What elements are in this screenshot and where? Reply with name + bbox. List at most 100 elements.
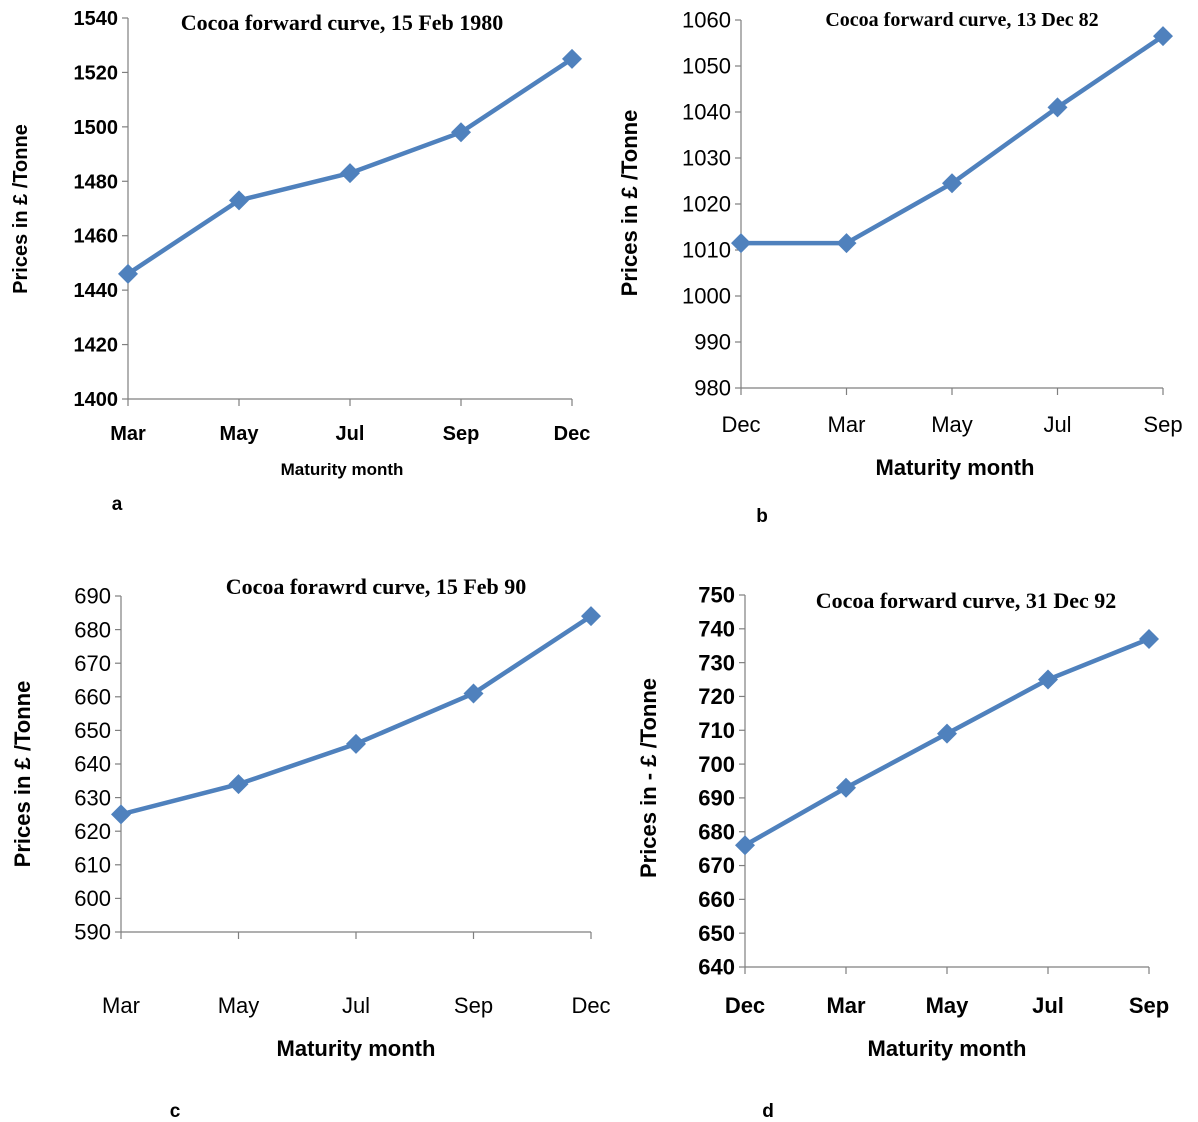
y-tick-label: 1400 — [74, 389, 119, 411]
x-tick-label: Sep — [1143, 412, 1182, 437]
data-point-marker — [463, 683, 484, 704]
y-tick-label: 980 — [694, 376, 731, 401]
data-point-marker — [1047, 97, 1068, 118]
chart-title: Cocoa forward curve, 13 Dec 82 — [825, 9, 1098, 31]
y-tick-label: 640 — [74, 752, 111, 777]
y-tick-label: 680 — [74, 617, 111, 642]
y-tick-label: 1040 — [682, 100, 731, 125]
x-axis-label: Maturity month — [876, 455, 1035, 480]
x-axis-label: Maturity month — [281, 460, 404, 479]
x-tick-label: Mar — [826, 993, 866, 1018]
data-point-marker — [562, 48, 582, 69]
y-tick-label: 1000 — [682, 284, 731, 309]
y-tick-label: 630 — [74, 785, 111, 810]
y-axis-label: Prices in £ /Tonne — [617, 110, 642, 297]
data-point-marker — [228, 774, 249, 795]
data-point-marker — [346, 733, 366, 754]
y-tick-label: 1050 — [682, 54, 731, 79]
panel-letter: d — [762, 1101, 774, 1122]
data-point-marker — [937, 723, 957, 744]
data-point-marker — [451, 122, 471, 143]
y-tick-label: 720 — [698, 684, 735, 709]
x-tick-label: Mar — [102, 993, 140, 1018]
series-line — [120, 614, 593, 817]
x-tick-label: Sep — [454, 993, 493, 1018]
y-tick-label: 1540 — [74, 8, 119, 30]
data-point-marker — [229, 190, 249, 211]
y-tick-label: 670 — [74, 651, 111, 676]
y-tick-label: 610 — [74, 853, 111, 878]
x-tick-label: Mar — [110, 423, 146, 445]
y-tick-label: 670 — [698, 853, 735, 878]
chart-panel-b: 980 990 1000 1010 1020 1030 1040 1050 1060 Dec Mar… — [617, 8, 1183, 527]
data-point-marker — [581, 606, 601, 627]
y-tick-label: 1520 — [74, 62, 119, 84]
panel-letter: b — [756, 506, 768, 527]
data-point-marker — [1038, 669, 1058, 690]
x-tick-label: Dec — [554, 423, 591, 445]
series-line — [741, 34, 1165, 246]
y-axis-label: Prices in - £ /Tonne — [636, 678, 661, 878]
data-point-marker — [735, 835, 755, 856]
y-tick-label: 700 — [698, 752, 735, 777]
x-axis-label: Maturity month — [868, 1036, 1027, 1061]
x-tick-label: Mar — [828, 412, 866, 437]
data-point-marker — [340, 163, 360, 184]
panel-letter: a — [112, 494, 123, 515]
y-tick-label: 620 — [74, 819, 111, 844]
y-tick-label: 680 — [698, 819, 735, 844]
x-tick-label: Jul — [1043, 412, 1071, 437]
chart-panel-a: 1400 1420 1440 1460 1480 1500 1520 1540 Mar May Ju… — [10, 8, 590, 515]
y-tick-label: 650 — [74, 718, 111, 743]
x-tick-label: May — [931, 412, 973, 437]
y-tick-label: 1440 — [74, 280, 119, 302]
y-tick-label: 650 — [698, 921, 735, 946]
x-tick-label: Jul — [342, 993, 370, 1018]
x-tick-label: May — [220, 423, 260, 445]
y-tick-label: 750 — [698, 583, 735, 608]
chart-title: Cocoa forward curve, 15 Feb 1980 — [181, 10, 504, 35]
x-tick-label: Sep — [1129, 993, 1169, 1018]
x-tick-label: May — [926, 993, 970, 1018]
y-tick-label: 590 — [74, 920, 111, 945]
data-point-marker — [731, 233, 751, 254]
data-point-marker — [1153, 26, 1173, 47]
data-point-marker — [836, 233, 857, 254]
x-tick-label: Dec — [721, 412, 760, 437]
x-tick-label: Sep — [443, 423, 480, 445]
y-tick-label: 1030 — [682, 146, 731, 171]
x-tick-label: Jul — [1032, 993, 1064, 1018]
y-axis-label: Prices in £ /Tonne — [10, 681, 35, 868]
y-tick-label: 1480 — [74, 171, 119, 193]
x-tick-label: May — [218, 993, 260, 1018]
chart-panel-c: 590 600 610 620 630 640 650 660 670 680 690 Mar May J… — [10, 574, 611, 1122]
data-point-marker — [836, 777, 856, 798]
y-tick-label: 1420 — [74, 335, 119, 357]
y-tick-label: 1500 — [74, 117, 119, 139]
panel-letter: c — [170, 1101, 181, 1122]
x-tick-label: Dec — [725, 993, 765, 1018]
y-tick-label: 1060 — [682, 8, 731, 33]
y-tick-label: 730 — [698, 650, 735, 675]
x-axis-label: Maturity month — [277, 1036, 436, 1061]
y-tick-label: 660 — [74, 685, 111, 710]
y-tick-label: 990 — [694, 330, 731, 355]
y-tick-label: 740 — [698, 617, 735, 642]
y-tick-label: 600 — [74, 886, 111, 911]
data-point-marker — [118, 263, 138, 284]
chart-panel-d: 640 650 660 670 680 690 700 710 720 730 740 750 Dec M… — [636, 583, 1169, 1122]
y-tick-label: 1010 — [682, 238, 731, 263]
chart-title: Cocoa forward curve, 31 Dec 92 — [816, 588, 1117, 613]
data-point-marker — [942, 173, 962, 194]
data-point-marker — [1139, 628, 1159, 649]
x-tick-label: Jul — [336, 423, 365, 445]
chart-title: Cocoa forawrd curve, 15 Feb 90 — [226, 574, 527, 599]
y-tick-label: 690 — [698, 786, 735, 811]
y-tick-label: 710 — [698, 718, 735, 743]
y-tick-label: 1020 — [682, 192, 731, 217]
y-tick-label: 1460 — [74, 226, 119, 248]
data-point-marker — [111, 804, 131, 825]
y-tick-label: 690 — [74, 584, 111, 609]
y-axis-label: Prices in £ /Tonne — [10, 124, 32, 294]
